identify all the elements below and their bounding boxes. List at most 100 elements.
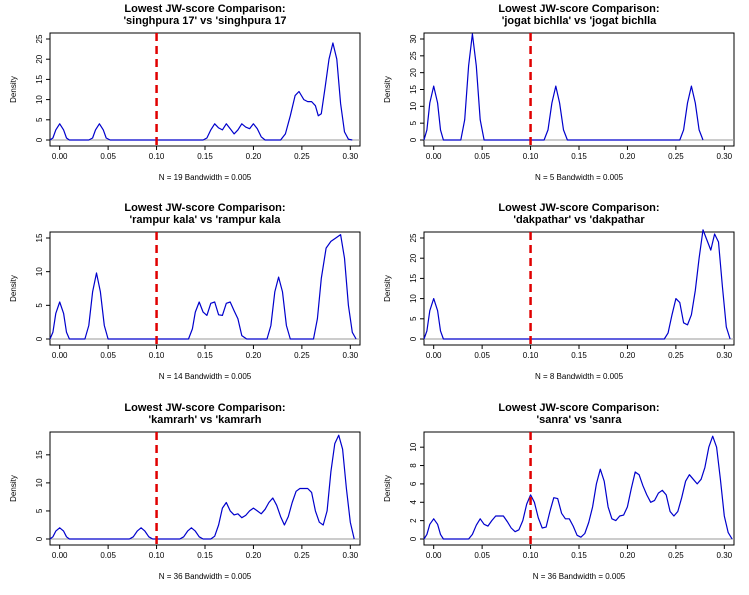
x-tick-label: 0.05	[474, 152, 490, 161]
density-panel-1: Lowest JW-score Comparison:'singhpura 17…	[9, 3, 361, 182]
y-tick-label: 15	[35, 74, 44, 83]
y-axis-label: Density	[9, 76, 18, 103]
x-tick-label: 0.10	[523, 152, 539, 161]
density-panel-2: Lowest JW-score Comparison:'jogat bichll…	[383, 3, 735, 182]
x-tick-label: 0.10	[149, 351, 165, 360]
y-tick-label: 25	[409, 51, 418, 60]
x-tick-label: 0.15	[571, 351, 587, 360]
y-tick-label: 20	[409, 253, 418, 262]
x-axis-label: N = 36 Bandwidth = 0.005	[533, 572, 626, 581]
panel-subtitle: 'jogat bichlla' vs 'jogat bichlla	[502, 15, 657, 27]
density-curve	[423, 229, 731, 340]
density-curve	[423, 33, 704, 141]
y-tick-label: 0	[409, 336, 418, 341]
density-curve	[423, 435, 733, 540]
x-tick-label: 0.20	[246, 551, 262, 560]
x-tick-label: 0.05	[100, 351, 116, 360]
y-tick-label: 0	[35, 536, 44, 541]
y-tick-label: 15	[409, 273, 418, 282]
x-tick-label: 0.05	[100, 152, 116, 161]
x-axis-label: N = 36 Bandwidth = 0.005	[159, 572, 252, 581]
x-tick-label: 0.00	[52, 152, 68, 161]
y-tick-label: 4	[409, 499, 418, 504]
y-tick-label: 5	[35, 117, 44, 122]
x-tick-label: 0.25	[294, 551, 310, 560]
panel-title: Lowest JW-score Comparison:	[124, 402, 285, 414]
x-tick-label: 0.00	[52, 351, 68, 360]
panel-subtitle: 'singhpura 17' vs 'singhpura 17	[123, 15, 286, 27]
panel-subtitle: 'kamrarh' vs 'kamrarh	[148, 414, 261, 426]
panel-title: Lowest JW-score Comparison:	[124, 3, 285, 15]
y-axis-label: Density	[9, 275, 18, 302]
x-tick-label: 0.30	[717, 351, 733, 360]
x-tick-label: 0.15	[197, 551, 213, 560]
panel-title: Lowest JW-score Comparison:	[498, 3, 659, 15]
x-tick-label: 0.00	[426, 551, 442, 560]
y-tick-label: 20	[35, 54, 44, 63]
x-tick-label: 0.30	[343, 551, 359, 560]
y-tick-label: 5	[409, 316, 418, 321]
x-tick-label: 0.15	[571, 551, 587, 560]
panel-subtitle: 'sanra' vs 'sanra	[537, 414, 623, 426]
plot-frame	[423, 431, 735, 546]
panel-title: Lowest JW-score Comparison:	[498, 202, 659, 214]
y-tick-label: 6	[409, 481, 418, 486]
panel-subtitle: 'dakpathar' vs 'dakpathar	[513, 214, 645, 226]
density-curve	[49, 42, 353, 141]
x-tick-label: 0.15	[197, 152, 213, 161]
x-tick-label: 0.05	[474, 351, 490, 360]
x-tick-label: 0.00	[426, 351, 442, 360]
x-tick-label: 0.25	[668, 551, 684, 560]
x-tick-label: 0.10	[523, 351, 539, 360]
x-tick-label: 0.10	[149, 152, 165, 161]
x-tick-label: 0.20	[620, 351, 636, 360]
density-curve	[49, 234, 357, 340]
x-tick-label: 0.30	[717, 152, 733, 161]
y-tick-label: 15	[35, 450, 44, 459]
x-tick-label: 0.05	[100, 551, 116, 560]
y-tick-label: 0	[409, 137, 418, 142]
x-tick-label: 0.00	[426, 152, 442, 161]
x-tick-label: 0.20	[620, 551, 636, 560]
panel-title: Lowest JW-score Comparison:	[498, 402, 659, 414]
x-tick-label: 0.30	[343, 152, 359, 161]
x-tick-label: 0.25	[294, 351, 310, 360]
y-tick-label: 0	[35, 336, 44, 341]
y-axis-label: Density	[383, 475, 392, 502]
x-tick-label: 0.25	[294, 152, 310, 161]
y-tick-label: 0	[409, 536, 418, 541]
y-tick-label: 2	[409, 518, 418, 523]
x-tick-label: 0.15	[571, 152, 587, 161]
y-tick-label: 10	[35, 267, 44, 276]
x-axis-label: N = 14 Bandwidth = 0.005	[159, 372, 252, 381]
x-tick-label: 0.10	[149, 551, 165, 560]
y-tick-label: 8	[409, 463, 418, 468]
y-tick-label: 5	[35, 303, 44, 308]
y-tick-label: 15	[409, 85, 418, 94]
density-panel-4: Lowest JW-score Comparison:'dakpathar' v…	[383, 202, 735, 381]
y-tick-label: 15	[35, 233, 44, 242]
density-panel-5: Lowest JW-score Comparison:'kamrarh' vs …	[9, 402, 361, 581]
y-axis-label: Density	[383, 76, 392, 103]
x-tick-label: 0.20	[246, 152, 262, 161]
y-tick-label: 10	[409, 294, 418, 303]
x-axis-label: N = 19 Bandwidth = 0.005	[159, 173, 252, 182]
y-axis-label: Density	[383, 275, 392, 302]
x-tick-label: 0.20	[620, 152, 636, 161]
x-tick-label: 0.30	[343, 351, 359, 360]
density-curve	[49, 434, 355, 540]
x-axis-label: N = 5 Bandwidth = 0.005	[535, 173, 624, 182]
y-tick-label: 30	[409, 34, 418, 43]
y-tick-label: 25	[409, 233, 418, 242]
y-axis-label: Density	[9, 475, 18, 502]
y-tick-label: 5	[409, 120, 418, 125]
panel-title: Lowest JW-score Comparison:	[124, 202, 285, 214]
y-tick-label: 0	[35, 137, 44, 142]
y-tick-label: 25	[35, 34, 44, 43]
panel-subtitle: 'rampur kala' vs 'rampur kala	[130, 214, 282, 226]
plot-frame	[423, 231, 735, 346]
y-tick-label: 5	[35, 508, 44, 513]
density-panel-6: Lowest JW-score Comparison:'sanra' vs 's…	[383, 402, 735, 581]
x-tick-label: 0.30	[717, 551, 733, 560]
